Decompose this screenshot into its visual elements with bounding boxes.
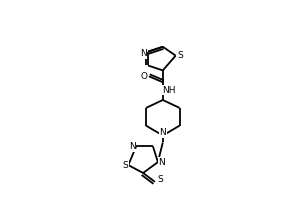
Text: S: S: [122, 161, 128, 170]
Text: N: N: [158, 158, 165, 167]
Text: N: N: [140, 49, 146, 58]
Text: O: O: [141, 72, 148, 81]
Text: S: S: [157, 175, 163, 184]
Text: NH: NH: [162, 86, 175, 95]
Text: N: N: [159, 128, 166, 137]
Text: S: S: [178, 51, 183, 60]
Text: N: N: [129, 142, 136, 151]
